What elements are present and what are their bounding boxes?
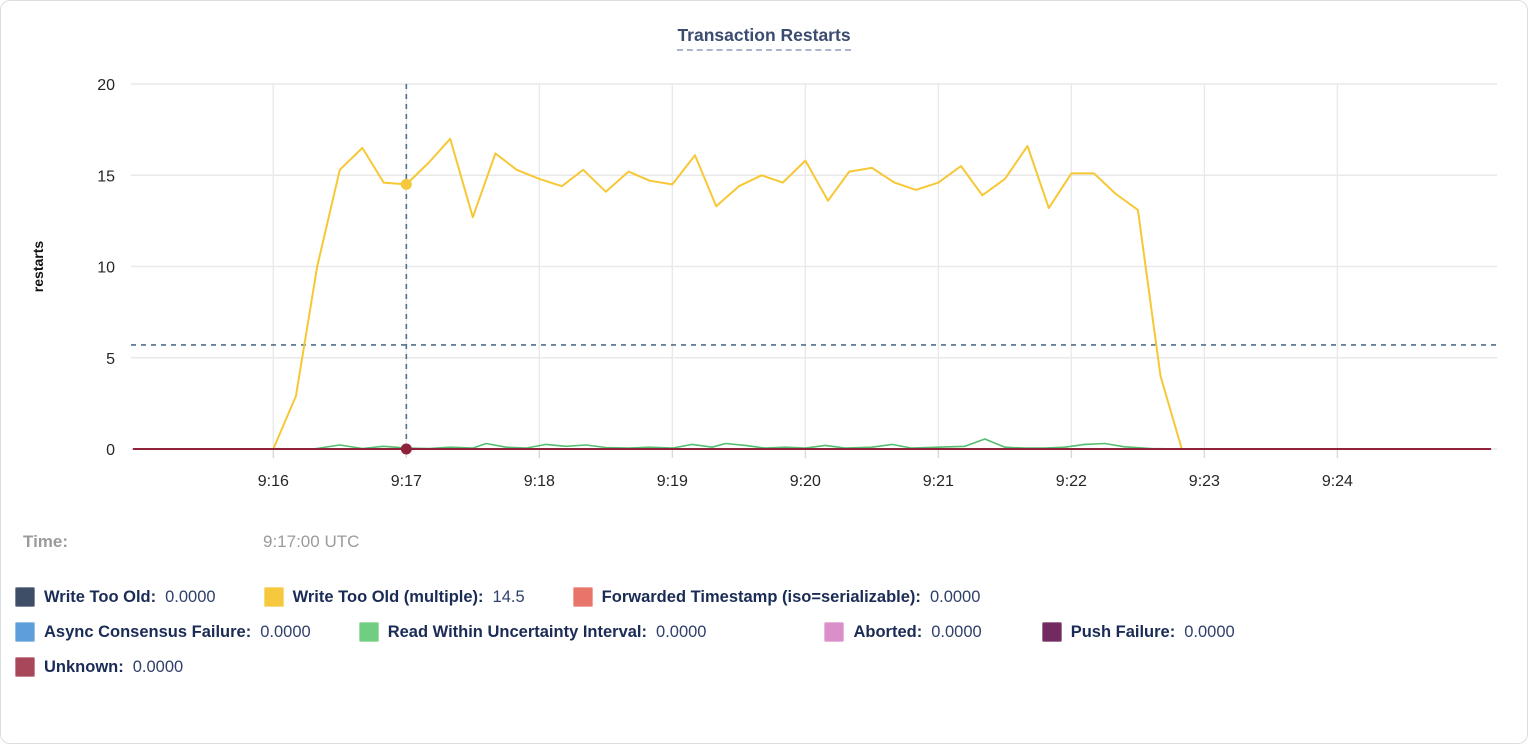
legend-row: Async Consensus Failure: 0.0000 Read Withi…	[15, 622, 1513, 642]
legend-swatch-icon	[824, 622, 845, 642]
x-axis-tick-label: 9:17	[391, 473, 422, 490]
hover-time-value: 9:17:00 UTC	[263, 532, 360, 551]
legend-value: 0.0000	[929, 587, 981, 606]
chart-legend: Write Too Old: 0.0000 Write Too Old (multi…	[15, 587, 1513, 677]
legend-swatch-icon	[15, 657, 35, 677]
legend-item-write-too-old[interactable]: Write Too Old: 0.0000	[15, 587, 216, 607]
legend-label: Async Consensus Failure:	[44, 622, 252, 641]
x-axis-tick-label: 9:18	[524, 473, 555, 490]
hover-time-row: Time: 9:17:00 UTC	[23, 532, 359, 552]
x-axis-tick-label: 9:19	[657, 473, 688, 490]
y-axis-title: restarts	[30, 241, 46, 293]
x-axis-tick-label: 9:16	[258, 473, 289, 490]
legend-label: Write Too Old:	[44, 587, 157, 606]
legend-item-forwarded-timestamp-iso-serializable[interactable]: Forwarded Timestamp (iso=serializable): 0…	[572, 587, 981, 607]
legend-item-write-too-old-multiple[interactable]: Write Too Old (multiple): 14.5	[263, 587, 525, 607]
legend-row: Unknown: 0.0000	[15, 657, 1513, 677]
legend-label: Unknown:	[44, 657, 124, 676]
series-line-read-within-uncertainty-interval	[312, 438, 1183, 450]
x-axis-tick-label: 9:24	[1322, 473, 1353, 490]
legend-swatch-icon	[15, 622, 35, 642]
chart-title[interactable]: Transaction Restarts	[677, 25, 851, 51]
legend-label: Push Failure:	[1070, 622, 1176, 641]
legend-label: Forwarded Timestamp (iso=serializable):	[601, 587, 921, 606]
legend-value: 0.0000	[1184, 622, 1235, 641]
x-axis-tick-label: 9:20	[790, 473, 821, 490]
y-axis-tick-label: 20	[97, 77, 115, 94]
legend-label: Aborted:	[853, 622, 923, 641]
legend-item-aborted[interactable]: Aborted: 0.0000	[824, 622, 982, 642]
legend-label: Read Within Uncertainty Interval:	[387, 622, 648, 641]
y-axis-tick-label: 0	[106, 442, 115, 459]
line-chart-plot-area[interactable]: 0 5 10 15 20 9:16 9:17 9:18 9:19 9:20 9:21 9:22 9:23…	[1, 1, 1528, 511]
legend-value: 0.0000	[132, 657, 184, 676]
x-axis-tick-label: 9:23	[1189, 473, 1220, 490]
legend-swatch-icon	[263, 587, 284, 607]
series-line-write-too-old-multiple-	[272, 137, 1183, 450]
x-axis-tick-label: 9:22	[1056, 473, 1087, 490]
legend-row: Write Too Old: 0.0000 Write Too Old (multi…	[15, 587, 1513, 607]
y-axis-tick-label: 15	[97, 168, 115, 185]
y-axis-tick-label: 5	[106, 351, 115, 368]
chart-title-row: Transaction Restarts	[1, 25, 1527, 51]
x-axis-tick-label: 9:21	[923, 473, 954, 490]
legend-value: 0.0000	[656, 622, 707, 641]
legend-item-async-consensus-failure[interactable]: Async Consensus Failure: 0.0000	[15, 622, 311, 642]
legend-item-read-within-uncertainty-interval[interactable]: Read Within Uncertainty Interval: 0.0000	[358, 622, 707, 642]
hover-time-label: Time:	[23, 532, 69, 551]
hover-point-write-too-old-multiple-	[400, 178, 412, 190]
legend-value: 14.5	[492, 587, 525, 606]
legend-item-push-failure[interactable]: Push Failure: 0.0000	[1041, 622, 1235, 642]
legend-value: 0.0000	[260, 622, 311, 641]
legend-label: Write Too Old (multiple):	[292, 587, 484, 606]
legend-value: 0.0000	[165, 587, 216, 606]
legend-swatch-icon	[358, 622, 379, 642]
legend-item-unknown[interactable]: Unknown: 0.0000	[15, 657, 183, 677]
legend-swatch-icon	[572, 587, 593, 607]
legend-value: 0.0000	[931, 622, 982, 641]
legend-swatch-icon	[15, 587, 35, 607]
hover-point-unknown	[400, 443, 412, 455]
legend-swatch-icon	[1041, 622, 1062, 642]
y-axis-tick-label: 10	[97, 260, 115, 277]
